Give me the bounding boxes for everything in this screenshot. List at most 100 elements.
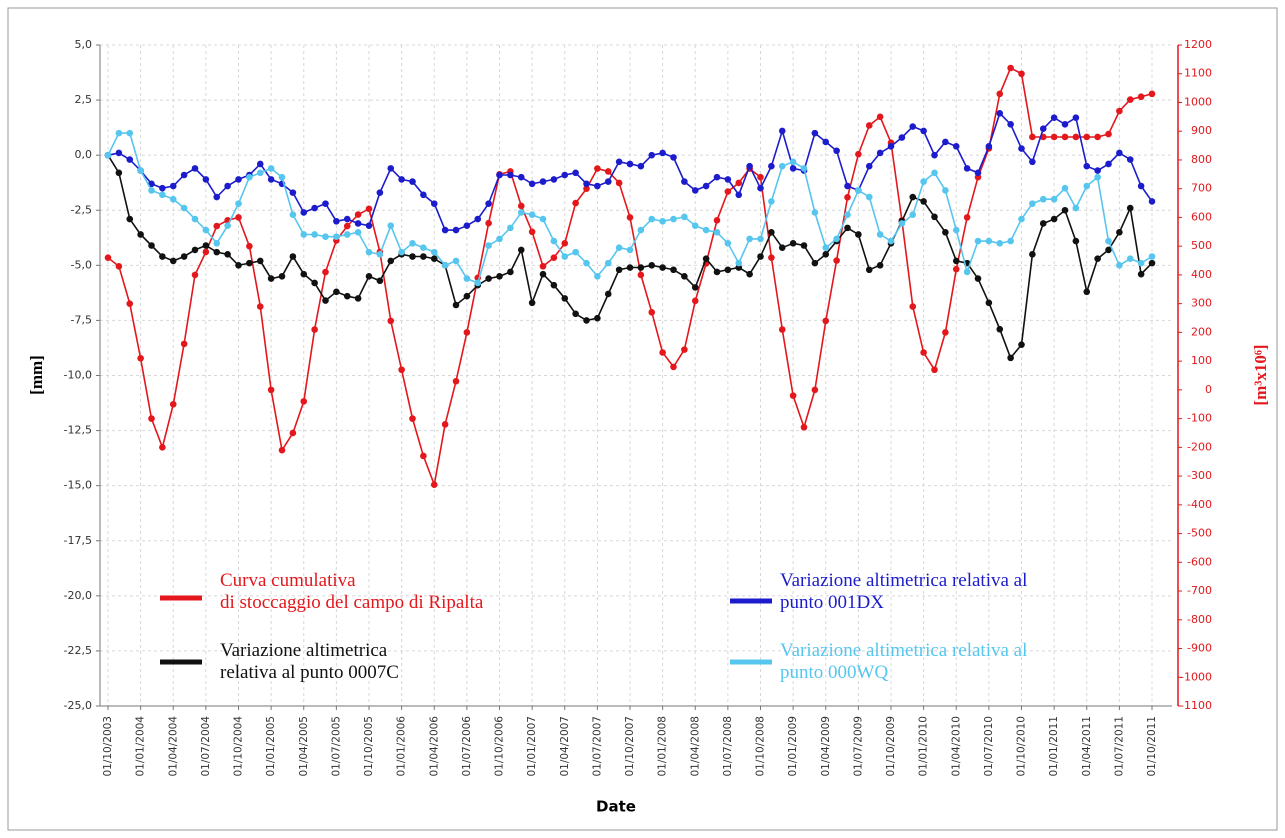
data-point [343,231,351,238]
data-point [322,297,329,304]
data-point [713,217,721,224]
y2-tick-label: 0 [1205,383,1212,396]
data-point [800,423,808,431]
data-point [735,259,743,267]
data-point [387,257,395,265]
data-point [1018,70,1025,78]
data-point [768,162,775,170]
data-point [278,173,286,181]
legend-label: Variazione altimetrica relativa al punto… [220,640,399,683]
data-point [583,317,590,324]
data-point [724,240,732,247]
y2-tick-label: 700 [1191,182,1212,195]
legend-label: Variazione altimetrica relativa al punto… [780,640,1028,683]
data-point [963,165,971,172]
y2-tick-label: -900 [1187,642,1212,655]
y2-tick-label: -100 [1187,412,1212,425]
data-point [757,253,764,260]
data-point [1137,259,1145,267]
data-point [420,452,427,460]
data-point [485,242,492,249]
data-point [855,231,862,238]
data-point [191,246,199,254]
data-point [594,182,601,190]
data-point [528,228,536,236]
data-point [909,123,917,130]
data-point [278,273,286,280]
data-point [865,162,873,170]
data-point [191,215,199,223]
data-point [137,167,144,174]
y2-tick-label: 1100 [1184,67,1212,80]
data-point [670,154,677,161]
data-point [659,149,666,157]
data-point [430,481,438,489]
x-tick-label: 01/07/2010 [983,716,995,777]
y2-tick-label: 500 [1191,239,1212,252]
data-point [1137,270,1145,278]
data-point [931,151,938,159]
data-point [485,219,492,227]
data-point [463,329,471,336]
data-point [213,222,221,230]
y2-tick-label: -300 [1187,469,1212,482]
data-point [148,187,155,194]
data-point [246,242,253,250]
data-point [148,242,155,249]
data-point [768,254,775,261]
data-point [224,222,231,229]
data-point [637,271,645,279]
data-point [637,226,645,234]
data-point [691,284,699,291]
data-point [1137,182,1145,190]
data-point [1094,167,1101,174]
data-point [757,173,764,181]
data-point [1039,195,1047,203]
data-point [517,209,525,216]
data-point [387,222,395,229]
data-point [354,220,362,227]
data-point [1137,93,1145,101]
y2-tick-label: 800 [1191,153,1212,166]
data-point [159,444,166,451]
data-point [659,264,666,271]
data-point [920,198,927,205]
data-point [724,266,732,274]
data-point [311,279,318,287]
data-point [996,90,1004,98]
data-point [507,171,514,179]
data-point [256,160,264,168]
data-point [713,228,721,236]
data-point [539,215,547,223]
data-point [637,162,645,170]
data-point [256,303,264,310]
data-point [452,257,460,265]
data-point [670,266,677,274]
data-point [702,226,710,234]
data-point [126,156,134,163]
data-point [322,233,329,240]
data-point [615,158,623,166]
data-point [887,143,895,150]
x-tick-label: 01/04/2010 [950,716,962,777]
y2-tick-label: -700 [1187,584,1212,597]
data-point [409,178,416,185]
data-point [115,149,123,157]
data-point [104,254,112,261]
x-tick-label: 01/01/2009 [787,716,799,777]
data-point [746,270,753,278]
y-tick-label: -22,5 [64,644,92,657]
data-point [300,209,308,216]
data-point [474,279,482,287]
data-point [517,173,525,181]
data-point [757,235,764,243]
data-point [1007,237,1014,245]
data-point [604,290,612,298]
y-tick-label: -20,0 [64,589,92,602]
data-point [180,253,188,260]
x-tick-label: 01/01/2007 [526,716,538,777]
data-point [1072,204,1080,212]
y2-tick-label: 200 [1191,325,1212,338]
data-point [1126,156,1134,163]
